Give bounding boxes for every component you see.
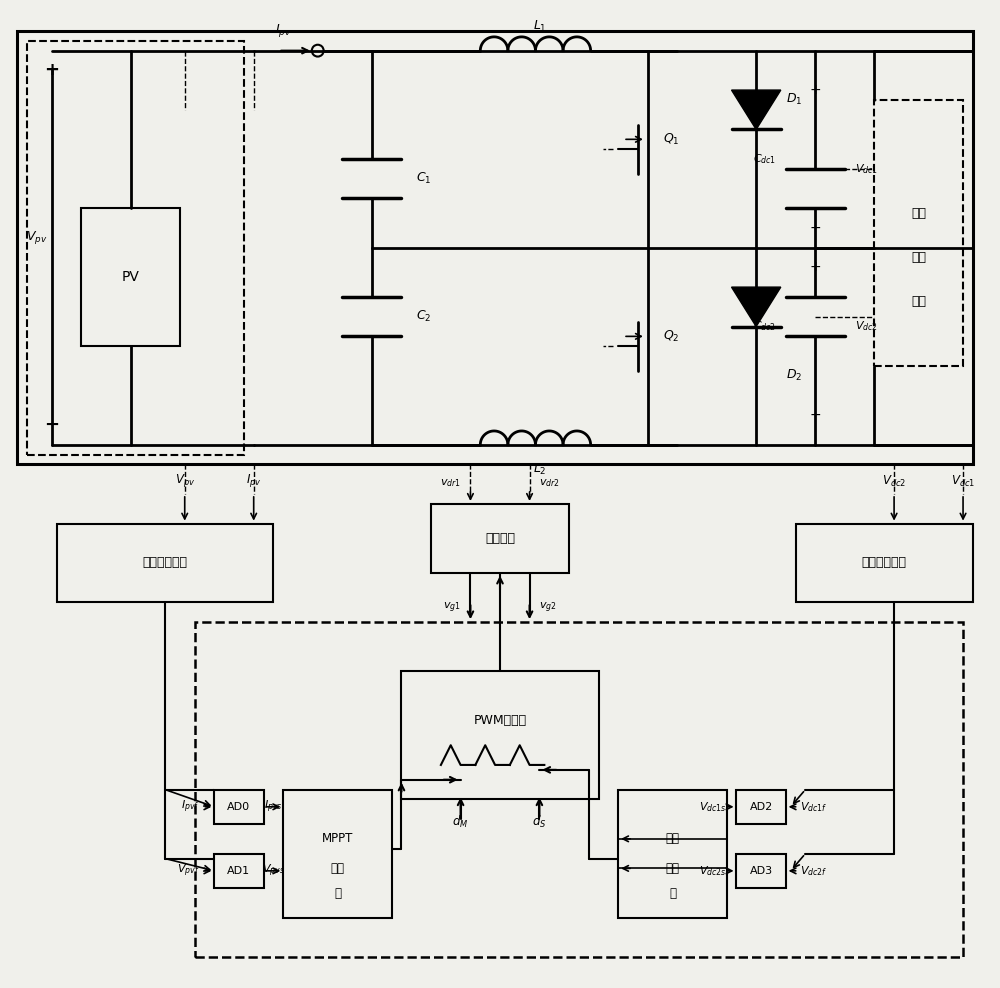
Text: $I_{pv}$: $I_{pv}$ [246, 472, 262, 489]
Bar [214, 789, 264, 824]
Bar [195, 622, 963, 957]
Text: 并网: 并网 [911, 206, 926, 219]
Bar [736, 789, 786, 824]
Text: 模糊: 模糊 [665, 832, 679, 846]
Text: $Q_1$: $Q_1$ [663, 131, 679, 147]
Text: $D_2$: $D_2$ [786, 369, 802, 383]
Text: $d_S$: $d_S$ [532, 814, 547, 830]
Text: $v_{dr2}$: $v_{dr2}$ [539, 477, 560, 489]
Text: $Q_2$: $Q_2$ [663, 329, 679, 344]
Bar [283, 789, 392, 918]
Text: AD0: AD0 [227, 802, 250, 812]
Text: −: − [44, 416, 59, 434]
Text: +: + [809, 261, 821, 275]
Text: $V_{dc1s}$: $V_{dc1s}$ [699, 800, 727, 814]
Bar [81, 208, 180, 346]
Bar [796, 524, 973, 603]
Text: $v_{g1}$: $v_{g1}$ [443, 600, 461, 615]
Bar [618, 789, 727, 918]
Text: $V_{dc1}$: $V_{dc1}$ [951, 474, 975, 489]
Text: $V_{dc1f}$: $V_{dc1f}$ [800, 800, 828, 814]
Text: AD1: AD1 [227, 865, 250, 875]
Bar [27, 41, 244, 454]
Text: $V_{pvs}$: $V_{pvs}$ [262, 863, 285, 879]
Polygon shape [732, 90, 781, 129]
Text: $d_M$: $d_M$ [452, 814, 469, 830]
Bar [401, 671, 599, 799]
Text: $D_1$: $D_1$ [786, 92, 802, 108]
Text: 控制: 控制 [330, 862, 344, 875]
Text: +: + [809, 83, 821, 97]
Bar [214, 854, 264, 888]
Text: $C_{dc1}$: $C_{dc1}$ [753, 152, 776, 166]
Text: 输出调理电路: 输出调理电路 [862, 556, 907, 569]
Text: −: − [809, 221, 821, 235]
Text: 输入调理电路: 输入调理电路 [143, 556, 188, 569]
Bar [874, 100, 963, 366]
Text: $V_{pv}$: $V_{pv}$ [26, 229, 48, 246]
Polygon shape [732, 288, 781, 326]
Text: $V_{pvf}$: $V_{pvf}$ [177, 863, 200, 879]
Text: 控制: 控制 [665, 862, 679, 875]
Bar [57, 524, 273, 603]
Text: $V_{pv}$: $V_{pv}$ [175, 472, 195, 489]
Text: $v_{dr1}$: $v_{dr1}$ [440, 477, 461, 489]
Text: $C_1$: $C_1$ [416, 171, 432, 187]
Text: 器: 器 [334, 886, 341, 899]
Text: PWM发生器: PWM发生器 [473, 714, 527, 727]
Text: $I_{pv}$: $I_{pv}$ [275, 23, 292, 40]
Text: $V_{dc2f}$: $V_{dc2f}$ [800, 864, 828, 877]
Text: $I_{pvf}$: $I_{pvf}$ [181, 798, 200, 815]
Text: 驱动电路: 驱动电路 [485, 532, 515, 544]
Text: −: − [809, 408, 821, 422]
Text: +: + [44, 61, 59, 79]
Text: $v_{g2}$: $v_{g2}$ [539, 600, 557, 615]
Text: $C_{dc2}$: $C_{dc2}$ [753, 319, 776, 333]
Text: $L_1$: $L_1$ [533, 19, 546, 34]
Bar [431, 504, 569, 573]
Bar [17, 31, 973, 464]
Text: $C_2$: $C_2$ [416, 309, 432, 324]
Text: $V_{dc2s}$: $V_{dc2s}$ [699, 864, 727, 877]
Text: 电路: 电路 [911, 295, 926, 308]
Bar [736, 854, 786, 888]
Text: $V_{dc2}$: $V_{dc2}$ [882, 474, 906, 489]
Text: 器: 器 [669, 886, 676, 899]
Text: MPPT: MPPT [322, 832, 353, 846]
Text: AD2: AD2 [749, 802, 773, 812]
Text: PV: PV [122, 271, 139, 285]
Text: $L_2$: $L_2$ [533, 461, 546, 477]
Text: $V_{dc2}$: $V_{dc2}$ [855, 319, 878, 333]
Text: AD3: AD3 [750, 865, 773, 875]
Text: 逆变: 逆变 [911, 251, 926, 264]
Text: $V_{dc1}$: $V_{dc1}$ [855, 162, 878, 176]
Text: $I_{pvs}$: $I_{pvs}$ [264, 798, 283, 815]
